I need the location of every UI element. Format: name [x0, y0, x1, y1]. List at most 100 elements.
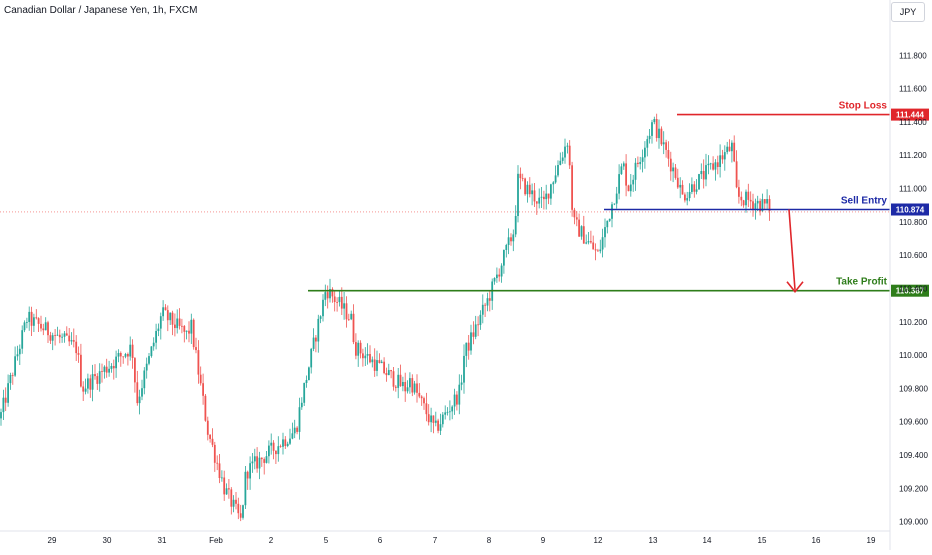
- candle-body: [221, 477, 223, 479]
- candle-body: [326, 292, 329, 299]
- candle-body: [242, 505, 244, 518]
- candle-body: [331, 289, 334, 297]
- take-profit-label: Take Profit: [836, 277, 888, 288]
- candle-body: [310, 348, 313, 368]
- candle-body: [681, 184, 684, 195]
- candle-body: [684, 194, 686, 201]
- candle-body: [112, 366, 115, 369]
- candle-body: [4, 397, 7, 403]
- y-tick-label: 110.200: [899, 318, 928, 327]
- take-profit-price-tag: [891, 284, 929, 297]
- candle-body: [16, 354, 19, 357]
- candle-body: [406, 387, 409, 392]
- candle-body: [87, 378, 89, 389]
- candle-body: [96, 376, 99, 384]
- candle-body: [244, 471, 247, 506]
- projection-arrow-head: [786, 281, 804, 293]
- candle-body: [18, 348, 21, 355]
- candle-body: [246, 471, 249, 479]
- candle-body: [206, 420, 209, 435]
- candle-body: [460, 382, 463, 385]
- candle-body: [42, 328, 45, 331]
- candle-body: [723, 152, 726, 160]
- x-tick-label: 13: [649, 536, 658, 545]
- candle-body: [625, 163, 627, 186]
- candle-body: [564, 146, 566, 158]
- candle-body: [676, 177, 679, 188]
- candle-body: [23, 322, 26, 331]
- candle-body: [387, 370, 390, 376]
- currency-selector[interactable]: JPY: [891, 2, 925, 22]
- candle-body: [665, 142, 667, 150]
- candle-body: [225, 488, 228, 495]
- candle-body: [568, 145, 571, 166]
- candle-body: [752, 201, 754, 209]
- candle-body: [761, 199, 764, 212]
- candle-body: [268, 445, 270, 457]
- candle-body: [383, 361, 385, 374]
- candle-body: [702, 171, 705, 180]
- candle-body: [63, 333, 66, 337]
- candle-body: [404, 382, 407, 392]
- candle-body: [705, 165, 707, 180]
- candle-body: [592, 242, 595, 250]
- candle-body: [136, 382, 139, 404]
- y-tick-label: 111.200: [899, 151, 927, 160]
- candle-body: [731, 142, 733, 152]
- candle-body: [432, 415, 435, 423]
- candle-body: [648, 135, 651, 140]
- candle-body: [700, 171, 703, 175]
- stop-loss-label: Stop Loss: [839, 101, 888, 112]
- candle-body: [195, 347, 197, 351]
- candle-body: [190, 319, 193, 334]
- x-tick-label: 19: [867, 536, 876, 545]
- candle-body: [258, 457, 261, 469]
- candle-body: [394, 386, 397, 388]
- y-tick-label: 110.400: [899, 285, 928, 294]
- candle-body: [35, 317, 38, 319]
- candle-body: [51, 335, 54, 341]
- candle-body: [418, 392, 421, 397]
- candle-body: [543, 196, 545, 200]
- candle-body: [47, 322, 49, 336]
- x-tick-label: 31: [158, 536, 167, 545]
- candle-body: [376, 360, 378, 371]
- stop-loss-price-text: 111.444: [896, 111, 925, 120]
- candle-body: [465, 342, 468, 356]
- candle-body: [129, 344, 132, 357]
- candle-body: [451, 406, 454, 412]
- candle-body: [308, 367, 310, 380]
- levels-group: Stop Loss 111.444 Sell Entry 110.874 Take Pr…: [0, 101, 929, 297]
- candle-body: [512, 234, 515, 242]
- candle-body: [644, 147, 646, 158]
- candle-body: [749, 199, 752, 202]
- candle-body: [282, 439, 284, 447]
- candle-body: [305, 380, 308, 383]
- candle-body: [355, 342, 357, 356]
- candle-body: [317, 318, 320, 342]
- candle-body: [91, 374, 94, 390]
- candle-body: [169, 312, 172, 321]
- candle-body: [263, 459, 266, 463]
- candle-body: [89, 378, 92, 390]
- candle-body: [658, 128, 660, 139]
- candle-body: [204, 395, 207, 421]
- candle-body: [127, 354, 129, 357]
- candle-body: [416, 383, 418, 393]
- candle-body: [265, 456, 268, 463]
- candle-body: [103, 366, 106, 372]
- candle-body: [291, 433, 294, 439]
- candle-body: [237, 503, 240, 514]
- y-tick-label: 111.000: [899, 185, 927, 194]
- candle-body: [197, 350, 200, 375]
- x-tick-label: 16: [812, 536, 821, 545]
- candle-body: [345, 303, 348, 320]
- candle-body: [634, 162, 637, 180]
- candle-body: [148, 356, 150, 364]
- candle-body: [340, 296, 343, 309]
- candle-body: [171, 312, 174, 325]
- candle-body: [145, 363, 148, 371]
- candle-body: [528, 184, 531, 195]
